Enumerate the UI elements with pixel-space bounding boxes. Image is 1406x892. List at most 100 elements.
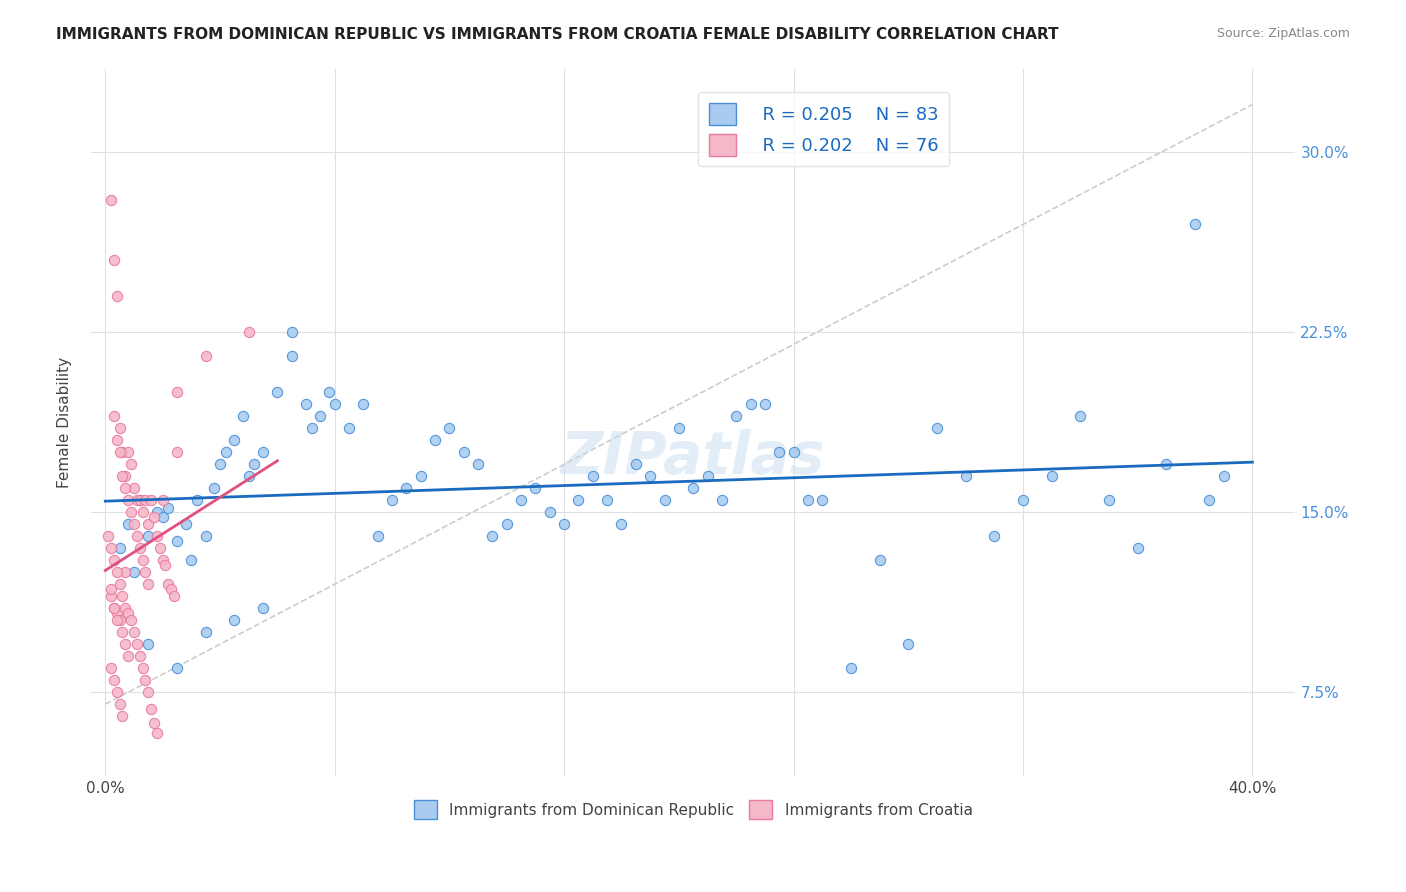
Point [1126, 541, 1149, 556]
Point [869, 553, 891, 567]
Point [143, 716, 166, 731]
Point [136, 685, 159, 699]
Point [208, 458, 231, 472]
Point [194, 350, 217, 364]
Point [128, 493, 150, 508]
Point [152, 493, 174, 508]
Point [117, 493, 139, 508]
Point [103, 409, 125, 424]
Text: ZIPatlas: ZIPatlas [561, 429, 825, 486]
Point [352, 397, 374, 411]
Point [134, 493, 156, 508]
Point [696, 469, 718, 483]
Point [467, 458, 489, 472]
Point [423, 434, 446, 448]
Point [318, 385, 340, 400]
Point [710, 493, 733, 508]
Point [105, 685, 128, 699]
Point [186, 493, 208, 508]
Point [105, 613, 128, 627]
Point [136, 577, 159, 591]
Point [131, 661, 153, 675]
Point [768, 445, 790, 459]
Point [114, 601, 136, 615]
Point [111, 469, 134, 483]
Point [111, 709, 134, 723]
Point [596, 493, 619, 508]
Point [1212, 469, 1234, 483]
Point [495, 517, 517, 532]
Point [1098, 493, 1121, 508]
Point [117, 445, 139, 459]
Point [1184, 218, 1206, 232]
Point [108, 613, 131, 627]
Point [983, 529, 1005, 543]
Text: Source: ZipAtlas.com: Source: ZipAtlas.com [1216, 27, 1350, 40]
Point [117, 649, 139, 664]
Point [202, 481, 225, 495]
Point [100, 589, 122, 603]
Point [128, 493, 150, 508]
Point [136, 529, 159, 543]
Point [1198, 493, 1220, 508]
Point [108, 577, 131, 591]
Point [149, 541, 172, 556]
Point [301, 421, 323, 435]
Point [103, 553, 125, 567]
Point [166, 445, 188, 459]
Point [105, 566, 128, 580]
Point [120, 505, 142, 519]
Point [136, 517, 159, 532]
Point [925, 421, 948, 435]
Legend: Immigrants from Dominican Republic, Immigrants from Croatia: Immigrants from Dominican Republic, Immi… [408, 794, 979, 825]
Point [114, 566, 136, 580]
Point [252, 601, 274, 615]
Point [141, 493, 163, 508]
Point [155, 558, 177, 572]
Point [97, 529, 120, 543]
Point [117, 606, 139, 620]
Point [782, 445, 804, 459]
Point [215, 445, 238, 459]
Point [120, 613, 142, 627]
Point [131, 553, 153, 567]
Point [524, 481, 547, 495]
Point [134, 566, 156, 580]
Point [157, 577, 180, 591]
Point [194, 529, 217, 543]
Point [166, 534, 188, 549]
Point [232, 409, 254, 424]
Point [108, 541, 131, 556]
Text: IMMIGRANTS FROM DOMINICAN REPUBLIC VS IMMIGRANTS FROM CROATIA FEMALE DISABILITY : IMMIGRANTS FROM DOMINICAN REPUBLIC VS IM… [56, 27, 1059, 42]
Point [122, 625, 145, 640]
Point [238, 469, 260, 483]
Point [481, 529, 503, 543]
Point [146, 505, 169, 519]
Point [111, 589, 134, 603]
Point [163, 589, 186, 603]
Point [103, 673, 125, 688]
Point [553, 517, 575, 532]
Point [166, 385, 188, 400]
Point [839, 661, 862, 675]
Point [754, 397, 776, 411]
Point [100, 582, 122, 596]
Point [114, 637, 136, 651]
Point [160, 582, 183, 596]
Point [136, 637, 159, 651]
Point [295, 397, 318, 411]
Point [725, 409, 748, 424]
Point [668, 421, 690, 435]
Point [141, 702, 163, 716]
Point [280, 326, 302, 340]
Point [194, 625, 217, 640]
Point [811, 493, 834, 508]
Point [152, 553, 174, 567]
Point [280, 350, 302, 364]
Point [955, 469, 977, 483]
Point [395, 481, 418, 495]
Point [114, 469, 136, 483]
Point [114, 481, 136, 495]
Point [125, 529, 148, 543]
Point [243, 458, 266, 472]
